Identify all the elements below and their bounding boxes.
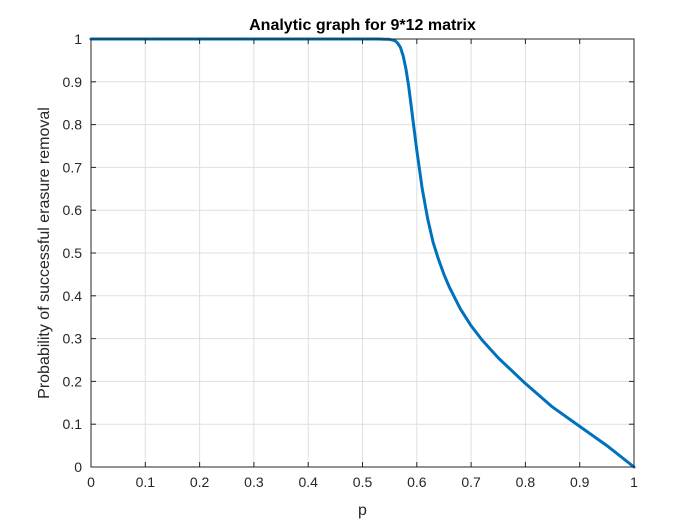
y-tick-label: 1 — [74, 31, 82, 47]
x-tick-label: 0.4 — [298, 474, 318, 490]
y-axis-label: Probability of successful erasure remova… — [36, 107, 53, 399]
y-tick-label: 0.3 — [63, 331, 83, 347]
y-tick-label: 0.7 — [63, 159, 83, 175]
x-tick-label: 1 — [630, 474, 638, 490]
y-tick-label: 0.4 — [63, 288, 83, 304]
y-tick-label: 0.8 — [63, 117, 83, 133]
x-tick-label: 0.8 — [516, 474, 536, 490]
grid-lines — [91, 39, 634, 467]
axis-ticks: 0 0.1 0.2 0.3 0.4 0.5 0.6 0.7 0.8 0.9 1 0 0.1 0.2 0.3 0… — [63, 31, 639, 490]
x-tick-label: 0.9 — [570, 474, 590, 490]
chart-title: Analytic graph for 9*12 matrix — [249, 17, 476, 34]
y-tick-label: 0.2 — [63, 373, 83, 389]
x-tick-label: 0 — [87, 474, 95, 490]
x-axis-label: p — [358, 502, 367, 519]
y-tick-label: 0 — [74, 459, 82, 475]
x-tick-label: 0.1 — [136, 474, 156, 490]
y-tick-label: 0.9 — [63, 74, 83, 90]
y-tick-label: 0.1 — [63, 416, 83, 432]
x-tick-label: 0.7 — [461, 474, 481, 490]
x-tick-label: 0.2 — [190, 474, 210, 490]
y-tick-label: 0.6 — [63, 202, 83, 218]
x-tick-label: 0.6 — [407, 474, 427, 490]
x-tick-label: 0.5 — [353, 474, 373, 490]
y-tick-label: 0.5 — [63, 245, 83, 261]
x-tick-label: 0.3 — [244, 474, 264, 490]
